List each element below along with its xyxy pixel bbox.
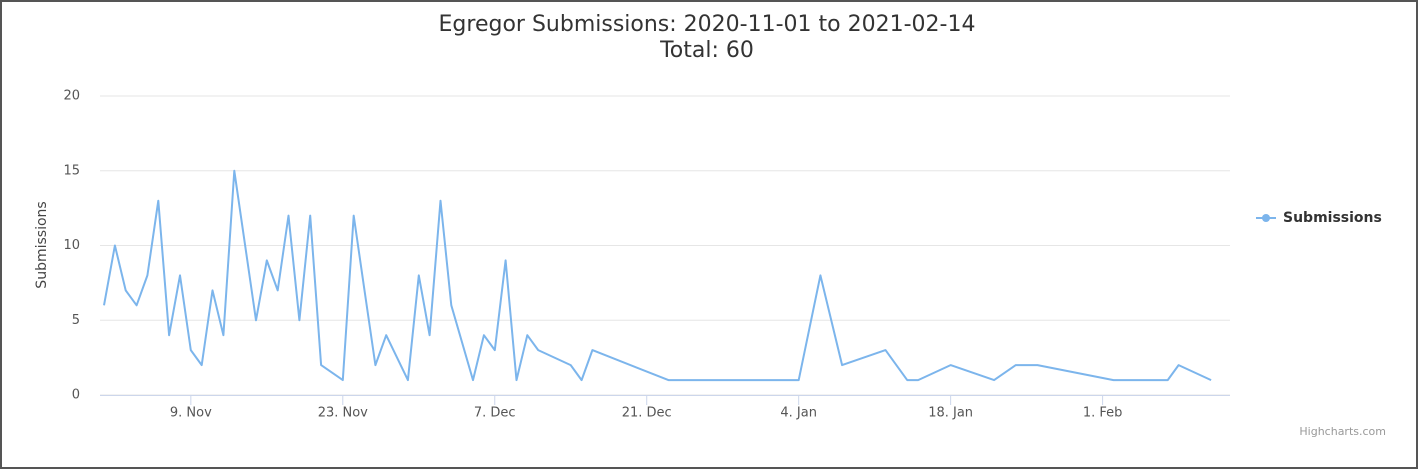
x-tick-label: 21. Dec — [622, 406, 672, 421]
y-tick-label: 20 — [63, 89, 80, 104]
y-tick-label: 15 — [63, 163, 80, 178]
y-tick-label: 10 — [63, 238, 80, 253]
x-tick-label: 1. Feb — [1083, 406, 1123, 421]
y-tick-label: 5 — [72, 313, 80, 328]
y-tick-label: 0 — [72, 388, 80, 403]
x-tick-label: 4. Jan — [780, 406, 817, 421]
x-tick-label: 7. Dec — [474, 406, 516, 421]
x-tick-label: 23. Nov — [318, 406, 368, 421]
data-line — [103, 169, 1212, 382]
y-axis-title: Submissions — [34, 201, 50, 288]
legend-marker — [1262, 214, 1270, 222]
x-tick-label: 9. Nov — [170, 406, 212, 421]
chart-subtitle: Total: 60 — [659, 38, 754, 63]
legend-label: Submissions — [1283, 210, 1382, 226]
chart-title: Egregor Submissions: 2020-11-01 to 2021-… — [439, 12, 976, 37]
x-tick-label: 18. Jan — [928, 406, 973, 421]
credits: Highcharts.com — [1299, 425, 1386, 438]
